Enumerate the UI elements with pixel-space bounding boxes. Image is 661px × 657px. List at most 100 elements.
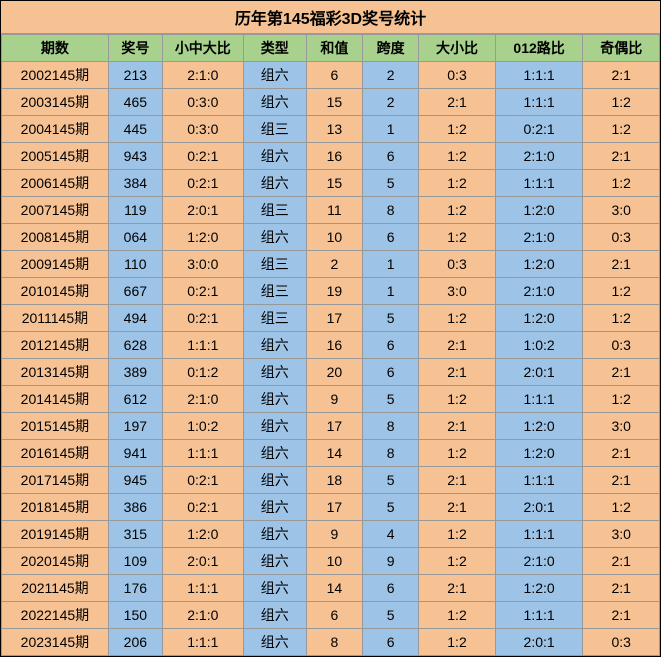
cell: 315 <box>108 521 162 548</box>
cell: 384 <box>108 170 162 197</box>
cell: 2007145期 <box>2 197 109 224</box>
cell: 10 <box>306 224 362 251</box>
cell: 2004145期 <box>2 116 109 143</box>
cell: 组六 <box>243 62 306 89</box>
cell: 0:3 <box>419 251 495 278</box>
cell: 1:2 <box>583 278 660 305</box>
cell: 3:0 <box>583 413 660 440</box>
cell: 1:2 <box>583 89 660 116</box>
cell: 1:0:2 <box>495 332 583 359</box>
cell: 2:1 <box>419 467 495 494</box>
cell: 2:1 <box>583 467 660 494</box>
cell: 2:1:0 <box>162 386 243 413</box>
cell: 19 <box>306 278 362 305</box>
cell: 3:0 <box>583 197 660 224</box>
cell: 1:1:1 <box>495 89 583 116</box>
table-row: 2009145期1103:0:0组三210:31:2:02:1 <box>2 251 660 278</box>
cell: 1:2:0 <box>162 224 243 251</box>
cell: 5 <box>363 602 419 629</box>
cell: 6 <box>363 359 419 386</box>
cell: 445 <box>108 116 162 143</box>
cell: 5 <box>363 170 419 197</box>
cell: 2020145期 <box>2 548 109 575</box>
cell: 2006145期 <box>2 170 109 197</box>
cell: 组六 <box>243 89 306 116</box>
cell: 16 <box>306 332 362 359</box>
cell: 1:2:0 <box>495 251 583 278</box>
cell: 0:2:1 <box>162 494 243 521</box>
cell: 0:2:1 <box>162 305 243 332</box>
cell: 3:0:0 <box>162 251 243 278</box>
cell: 2008145期 <box>2 224 109 251</box>
lottery-table: 期数奖号小中大比类型和值跨度大小比012路比奇偶比 2002145期2132:1… <box>1 34 660 656</box>
header-row: 期数奖号小中大比类型和值跨度大小比012路比奇偶比 <box>2 35 660 62</box>
table-row: 2021145期1761:1:1组六1462:11:2:02:1 <box>2 575 660 602</box>
cell: 组三 <box>243 278 306 305</box>
cell: 组六 <box>243 440 306 467</box>
cell: 2:1 <box>419 575 495 602</box>
cell: 17 <box>306 305 362 332</box>
table-row: 2014145期6122:1:0组六951:21:1:11:2 <box>2 386 660 413</box>
cell: 15 <box>306 170 362 197</box>
cell: 1:2 <box>583 494 660 521</box>
cell: 0:2:1 <box>162 170 243 197</box>
cell: 2016145期 <box>2 440 109 467</box>
cell: 2:1:0 <box>495 278 583 305</box>
cell: 组六 <box>243 494 306 521</box>
cell: 2 <box>363 62 419 89</box>
cell: 064 <box>108 224 162 251</box>
cell: 0:3:0 <box>162 116 243 143</box>
cell: 3:0 <box>583 521 660 548</box>
cell: 1:2 <box>419 629 495 656</box>
cell: 组六 <box>243 602 306 629</box>
col-header-smb: 小中大比 <box>162 35 243 62</box>
cell: 2011145期 <box>2 305 109 332</box>
cell: 2:1 <box>583 602 660 629</box>
cell: 389 <box>108 359 162 386</box>
cell: 6 <box>363 143 419 170</box>
cell: 组六 <box>243 548 306 575</box>
table-row: 2016145期9411:1:1组六1481:21:2:02:1 <box>2 440 660 467</box>
cell: 0:3 <box>583 629 660 656</box>
cell: 18 <box>306 467 362 494</box>
cell: 2:1 <box>583 359 660 386</box>
cell: 1:2 <box>583 170 660 197</box>
cell: 组六 <box>243 386 306 413</box>
cell: 0:1:2 <box>162 359 243 386</box>
cell: 1:2 <box>419 440 495 467</box>
cell: 1:2:0 <box>495 440 583 467</box>
cell: 2009145期 <box>2 251 109 278</box>
cell: 9 <box>306 521 362 548</box>
cell: 1:1:1 <box>495 602 583 629</box>
cell: 2022145期 <box>2 602 109 629</box>
cell: 1:2 <box>419 521 495 548</box>
cell: 6 <box>363 575 419 602</box>
cell: 2:0:1 <box>162 197 243 224</box>
cell: 465 <box>108 89 162 116</box>
cell: 612 <box>108 386 162 413</box>
cell: 1:2:0 <box>162 521 243 548</box>
cell: 1 <box>363 116 419 143</box>
table-row: 2008145期0641:2:0组六1061:22:1:00:3 <box>2 224 660 251</box>
table-row: 2015145期1971:0:2组六1782:11:2:03:0 <box>2 413 660 440</box>
cell: 11 <box>306 197 362 224</box>
cell: 1:2 <box>419 143 495 170</box>
cell: 2019145期 <box>2 521 109 548</box>
cell: 10 <box>306 548 362 575</box>
cell: 2:1 <box>419 413 495 440</box>
cell: 2 <box>363 89 419 116</box>
table-row: 2006145期3840:2:1组六1551:21:1:11:2 <box>2 170 660 197</box>
cell: 0:3 <box>583 332 660 359</box>
table-row: 2019145期3151:2:0组六941:21:1:13:0 <box>2 521 660 548</box>
col-header-period: 期数 <box>2 35 109 62</box>
cell: 1:2 <box>419 224 495 251</box>
cell: 2:1 <box>419 494 495 521</box>
cell: 2013145期 <box>2 359 109 386</box>
cell: 20 <box>306 359 362 386</box>
cell: 4 <box>363 521 419 548</box>
col-header-r012: 012路比 <box>495 35 583 62</box>
table-row: 2011145期4940:2:1组三1751:21:2:01:2 <box>2 305 660 332</box>
cell: 5 <box>363 467 419 494</box>
cell: 2018145期 <box>2 494 109 521</box>
cell: 组三 <box>243 116 306 143</box>
